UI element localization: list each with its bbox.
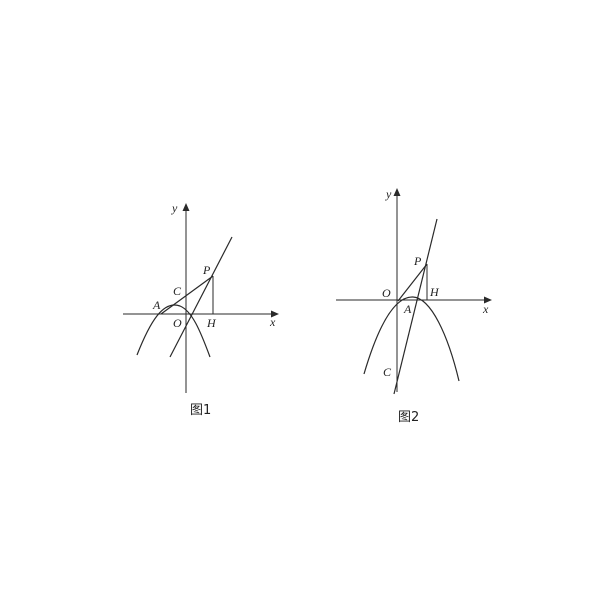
figure-1-line-ap [160,275,214,315]
figure-1-label-y: y [171,201,178,215]
figure-1-line-op [169,236,233,358]
figure-1-label-a: A [152,298,161,312]
figure-1: y x P C A O H 图1 [123,201,279,418]
figure-2-label-y: y [385,187,392,201]
figure-2-x-axis-arrow [484,296,492,304]
figure-1-label-x: x [269,315,276,329]
figure-2-label-p: P [413,254,422,268]
figure-2-caption: 图2 [398,410,419,425]
figure-2-line-cp [393,218,438,395]
figure-1-parabola [136,304,211,358]
figure-2-label-c: C [383,365,392,379]
figure-2-label-a: A [403,302,412,316]
figure-2-label-h: H [429,285,440,299]
figure-1-label-h: H [206,316,217,330]
figure-1-label-p: P [202,263,211,277]
figure-2-y-axis-arrow [393,188,401,196]
figure-1-caption: 图1 [190,403,211,418]
figure-1-label-o: O [173,316,182,330]
figure-2-label-x: x [482,302,489,316]
figure-2-label-o: O [382,286,391,300]
figure-1-x-axis-arrow [271,310,279,318]
figure-1-y-axis-arrow [182,203,190,211]
figure-2-segment-op [397,263,428,302]
figure-2-parabola [363,296,460,382]
figure-2: y x P O H A C 图2 [336,187,492,425]
figure-1-label-c: C [173,284,182,298]
